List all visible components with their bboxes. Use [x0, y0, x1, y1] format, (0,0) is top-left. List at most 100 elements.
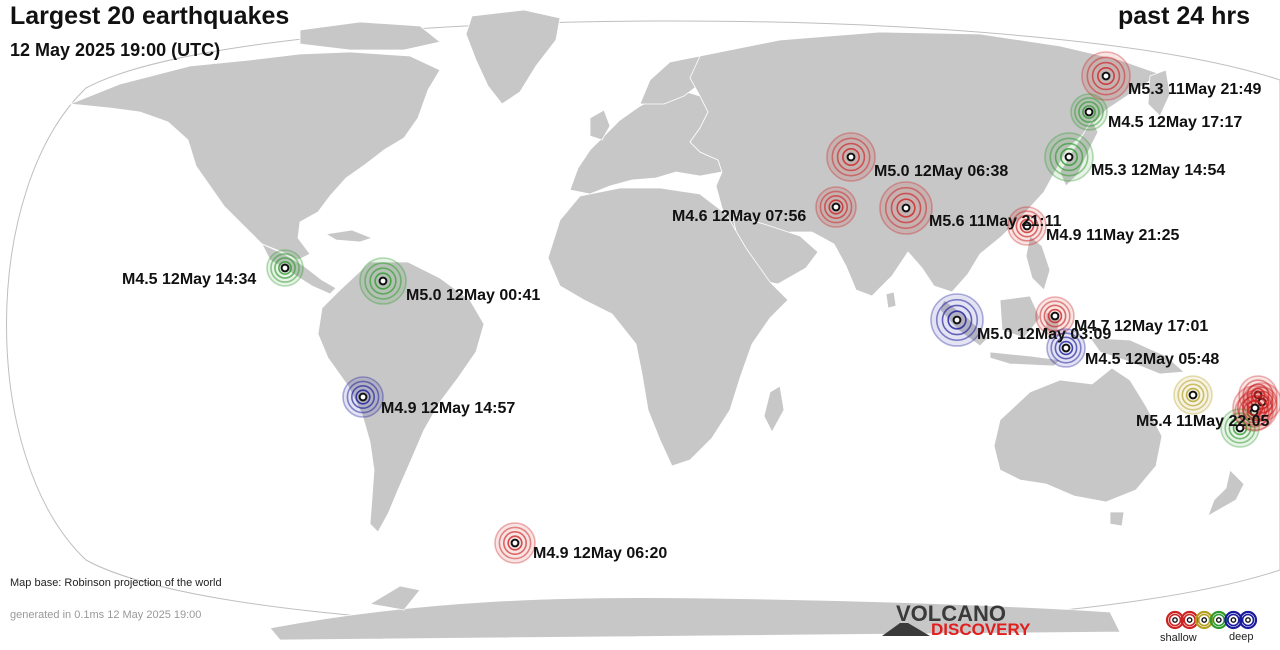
quake-ring	[1049, 137, 1089, 177]
quake-marker[interactable]	[342, 376, 384, 418]
quake-ring	[507, 535, 523, 551]
africa-landmass	[547, 187, 789, 467]
quake-label: M5.6 11May 21:11	[929, 213, 1062, 230]
volcano-logo-icon	[882, 623, 930, 636]
legend-dot	[1215, 617, 1222, 623]
quake-marker[interactable]	[1044, 132, 1094, 182]
quake-ring	[1078, 101, 1100, 123]
quake-ring	[1047, 308, 1063, 324]
quake-marker[interactable]	[1173, 375, 1213, 415]
legend-shallow-label: shallow	[1160, 632, 1197, 644]
quake-ring	[270, 253, 300, 283]
quake-epicenter-dot	[901, 203, 911, 213]
quake-ring	[1054, 142, 1084, 172]
legend-ring	[1209, 610, 1228, 630]
quake-ring	[1086, 56, 1126, 96]
legend-ring	[1168, 613, 1182, 627]
quake-marker[interactable]	[1007, 206, 1047, 246]
legend-dot	[1230, 617, 1237, 623]
legend-ring	[1241, 613, 1255, 627]
quake-marker[interactable]	[1232, 385, 1278, 431]
quake-label: M4.5 12May 14:34	[122, 271, 256, 288]
quake-ring	[1237, 390, 1273, 426]
quake-epicenter-dot	[1061, 343, 1071, 353]
quake-ring	[1177, 379, 1209, 411]
java-landmass	[989, 351, 1061, 367]
quake-label: M5.0 12May 00:41	[406, 287, 540, 304]
quake-ring	[1082, 105, 1096, 119]
quake-ring	[1224, 412, 1256, 444]
antarctic-peninsula-landmass	[368, 585, 421, 611]
quake-marker[interactable]	[826, 132, 876, 182]
legend-dot	[1172, 617, 1178, 623]
asia-landmass	[689, 31, 1161, 297]
quake-marker[interactable]	[1081, 51, 1131, 101]
quake-ring	[884, 186, 928, 230]
quake-marker[interactable]	[879, 181, 933, 235]
quake-epicenter-dot	[358, 392, 368, 402]
japan-landmass	[1059, 119, 1099, 187]
legend-ring	[1183, 613, 1196, 627]
quake-ring	[935, 298, 979, 342]
madagascar-landmass	[763, 385, 785, 433]
quake-ring	[369, 267, 397, 295]
quake-epicenter-dot	[831, 202, 841, 212]
legend-dot	[1186, 617, 1193, 623]
north-america-landmass	[69, 51, 441, 261]
quake-label: M4.9 12May 14:57	[381, 400, 515, 417]
logo-volcano-text: VOLCANO	[896, 601, 1006, 626]
quake-epicenter-dot	[280, 263, 290, 273]
quake-ring	[1091, 61, 1121, 91]
quake-label: M4.5 12May 17:17	[1108, 114, 1242, 131]
quake-marker[interactable]	[815, 186, 857, 228]
quake-label: M4.9 12May 06:20	[533, 545, 667, 562]
caribbean-islands-landmass	[324, 229, 374, 243]
sri-lanka-landmass	[885, 291, 897, 309]
quake-epicenter-dot	[1250, 403, 1260, 413]
quake-epicenter-dot	[952, 315, 962, 325]
quake-label: M5.4 11May 22:05	[1136, 413, 1270, 430]
quake-ring	[502, 530, 527, 555]
quake-label: M5.3 11May 21:49	[1128, 81, 1262, 98]
quake-ring	[823, 195, 848, 220]
quake-epicenter-dot	[378, 276, 388, 286]
south-america-landmass	[317, 261, 485, 533]
logo-discovery-text: DISCOVERY	[931, 620, 1031, 639]
quake-marker[interactable]	[494, 522, 536, 564]
quake-ring	[947, 310, 967, 330]
quake-ring	[1241, 394, 1269, 422]
arctic-islands-landmass	[299, 21, 441, 51]
borneo-landmass	[999, 295, 1041, 339]
quake-marker[interactable]	[359, 257, 407, 305]
quake-marker[interactable]	[930, 293, 984, 347]
quake-marker[interactable]	[1046, 328, 1086, 368]
quake-marker[interactable]	[1035, 296, 1075, 336]
quake-ring	[364, 262, 402, 300]
quake-label: M4.6 12May 07:56	[672, 208, 806, 225]
quake-ring	[1185, 387, 1201, 403]
quake-ring	[819, 190, 853, 224]
quake-epicenter-dot	[1235, 423, 1245, 433]
quake-ring	[355, 389, 371, 405]
quake-label: M5.0 12May 06:38	[874, 163, 1008, 180]
legend-ring	[1224, 610, 1243, 630]
legend-dot	[1245, 617, 1251, 623]
quake-marker[interactable]	[1070, 93, 1108, 131]
quake-ring	[1060, 148, 1078, 166]
legend-ring	[1180, 610, 1199, 630]
quake-ring	[498, 526, 532, 560]
quake-epicenter-dot	[1188, 390, 1198, 400]
quake-ring	[842, 148, 860, 166]
legend-deep-label: deep	[1229, 631, 1254, 643]
quake-marker[interactable]	[266, 249, 304, 287]
quake-epicenter-dot	[1050, 311, 1060, 321]
quake-epicenter-dot	[1084, 107, 1094, 117]
legend-ring	[1195, 610, 1214, 630]
legend-ring	[1197, 613, 1211, 627]
quake-ring	[1058, 340, 1074, 356]
quake-ring	[1232, 420, 1248, 436]
philippines-landmass	[1025, 235, 1051, 291]
british-isles-landmass	[589, 109, 611, 141]
generated-note: generated in 0.1ms 12 May 2025 19:00	[10, 609, 202, 621]
